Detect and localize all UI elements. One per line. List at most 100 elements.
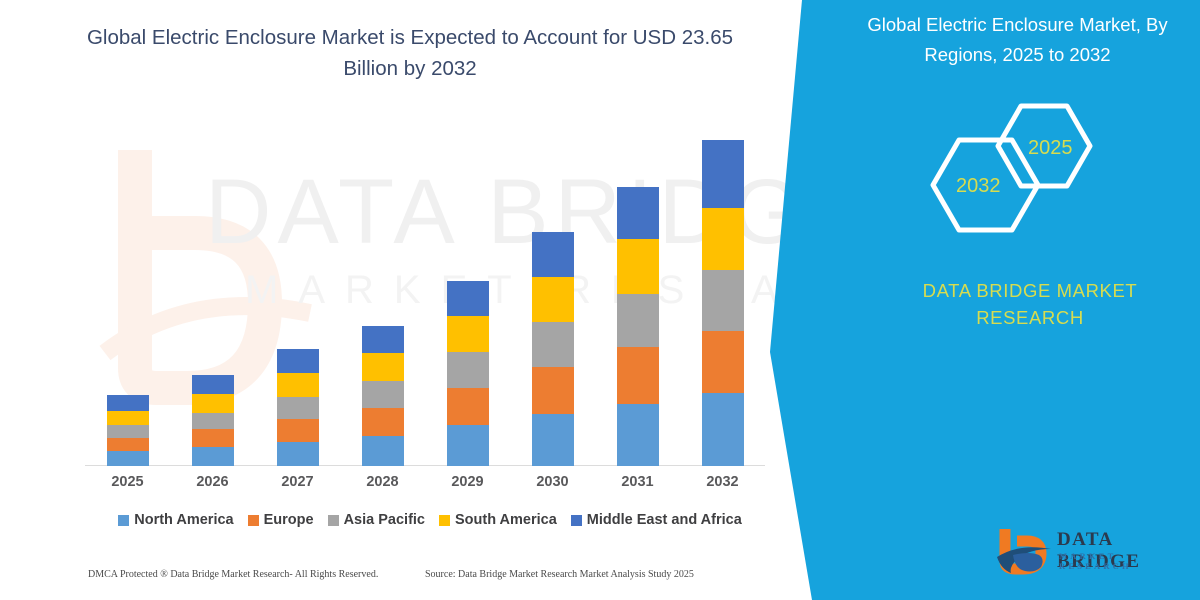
bar-segment (701, 207, 744, 271)
bar-segment (191, 429, 234, 448)
stacked-bar-2032 (701, 140, 744, 466)
logo-tagline: MARKET RESEARCH (1059, 551, 1132, 571)
bar-segment (446, 280, 489, 316)
legend-swatch-icon (118, 514, 130, 526)
bar-segment (531, 367, 574, 414)
stacked-bar-chart (85, 140, 765, 466)
legend-swatch-icon (570, 514, 582, 526)
footer-copyright: DMCA Protected ® Data Bridge Market Rese… (88, 569, 379, 580)
bar-column (513, 140, 593, 466)
stacked-bar-2027 (276, 349, 319, 466)
bar-segment (361, 325, 404, 353)
stacked-bar-2030 (531, 231, 574, 466)
legend-item[interactable]: Asia Pacific (327, 512, 425, 528)
bar-segment (191, 375, 234, 395)
bar-column (683, 140, 763, 466)
legend-label: Europe (263, 512, 314, 528)
brand-line-2: RESEARCH (976, 307, 1084, 328)
bar-segment (276, 349, 319, 374)
stacked-bar-2025 (106, 395, 149, 466)
legend-label: Asia Pacific (343, 512, 425, 528)
panel-title: Global Electric Enclosure Market, By Reg… (867, 14, 1168, 65)
legend-item[interactable]: North America (118, 512, 234, 528)
hexagon-shapes-icon (930, 103, 1093, 233)
x-axis-line (85, 465, 765, 466)
legend-swatch-icon (247, 514, 259, 526)
x-axis-label-2027: 2027 (281, 474, 314, 490)
legend-label: South America (455, 512, 557, 528)
bar-segment (531, 277, 574, 323)
bar-segment (276, 419, 319, 443)
bar-column (343, 140, 423, 466)
hexagon-group: 2025 2032 (900, 95, 1200, 275)
bar-segment (446, 425, 489, 466)
legend-item[interactable]: Middle East and Africa (570, 512, 742, 528)
bar-segment (701, 270, 744, 331)
bar-segment (616, 187, 659, 240)
bar-segment (106, 451, 149, 466)
bar-column (258, 140, 338, 466)
bar-segment (616, 403, 659, 466)
footer-source: Source: Data Bridge Market Research Mark… (425, 569, 694, 580)
x-axis-label-2031: 2031 (621, 474, 654, 490)
bar-segment (361, 352, 404, 381)
bar-segment (191, 447, 234, 466)
bar-segment (106, 410, 149, 426)
bar-segment (701, 393, 744, 466)
stacked-bar-2029 (446, 280, 489, 466)
bar-segment (616, 294, 659, 348)
hexagon-2032-outline (930, 137, 1041, 233)
bar-column (173, 140, 253, 466)
bar-segment (701, 140, 744, 208)
bar-column (88, 140, 168, 466)
bar-segment (361, 435, 404, 466)
x-axis-label-2026: 2026 (196, 474, 229, 490)
x-axis-label-2030: 2030 (536, 474, 569, 490)
bar-segment (106, 425, 149, 438)
chart-title: Global Electric Enclosure Market is Expe… (86, 26, 734, 80)
bar-segment (701, 330, 744, 394)
legend-swatch-icon (327, 514, 339, 526)
x-axis-labels: 2025 2026 2027 2028 2029 2030 2031 2032 (85, 474, 765, 498)
bar-segment (531, 231, 574, 278)
brand-name: DATA BRIDGE MARKET RESEARCH (880, 277, 1180, 331)
bar-segment (616, 347, 659, 404)
legend-swatch-icon (439, 514, 450, 526)
bar-segment (361, 380, 404, 408)
bar-segment (191, 412, 234, 430)
bar-segment (531, 413, 574, 466)
legend-item[interactable]: South America (439, 512, 557, 528)
bar-column (598, 140, 678, 466)
chart-legend: North America Europe Asia Pacific South Ame… (85, 512, 775, 528)
x-axis-label-2025: 2025 (111, 474, 144, 490)
hexagon-2025-outline (995, 103, 1093, 189)
brand-line-1: DATA BRIDGE MARKET (922, 280, 1138, 301)
bar-segment (616, 239, 659, 295)
x-axis-label-2029: 2029 (451, 474, 484, 490)
hexagon-label-2032: 2032 (956, 175, 1001, 197)
bar-column (428, 140, 508, 466)
bar-segment (276, 397, 319, 420)
bar-segment (106, 437, 149, 452)
stacked-bar-2031 (616, 187, 659, 466)
bar-segment (106, 395, 149, 411)
legend-label: Middle East and Africa (586, 512, 742, 528)
stacked-bar-2028 (361, 325, 404, 466)
bar-segment (446, 387, 489, 426)
data-bridge-logo: DATA BRIDGE MARKET RESEARCH (995, 525, 1185, 581)
logo-wordmark: DATA BRIDGE (1057, 529, 1141, 572)
legend-item[interactable]: Europe (247, 512, 314, 528)
bar-segment (446, 315, 489, 353)
bar-segment (446, 352, 489, 388)
logo-b-mark-icon (997, 529, 1051, 575)
x-axis-label-2028: 2028 (366, 474, 399, 490)
hexagon-label-2025: 2025 (1028, 137, 1073, 159)
bar-segment (361, 407, 404, 436)
legend-label: North America (134, 512, 234, 528)
bar-segment (276, 442, 319, 466)
bar-segment (531, 322, 574, 368)
stacked-bar-2026 (191, 375, 234, 466)
bar-segment (191, 394, 234, 413)
bar-segment (276, 373, 319, 398)
